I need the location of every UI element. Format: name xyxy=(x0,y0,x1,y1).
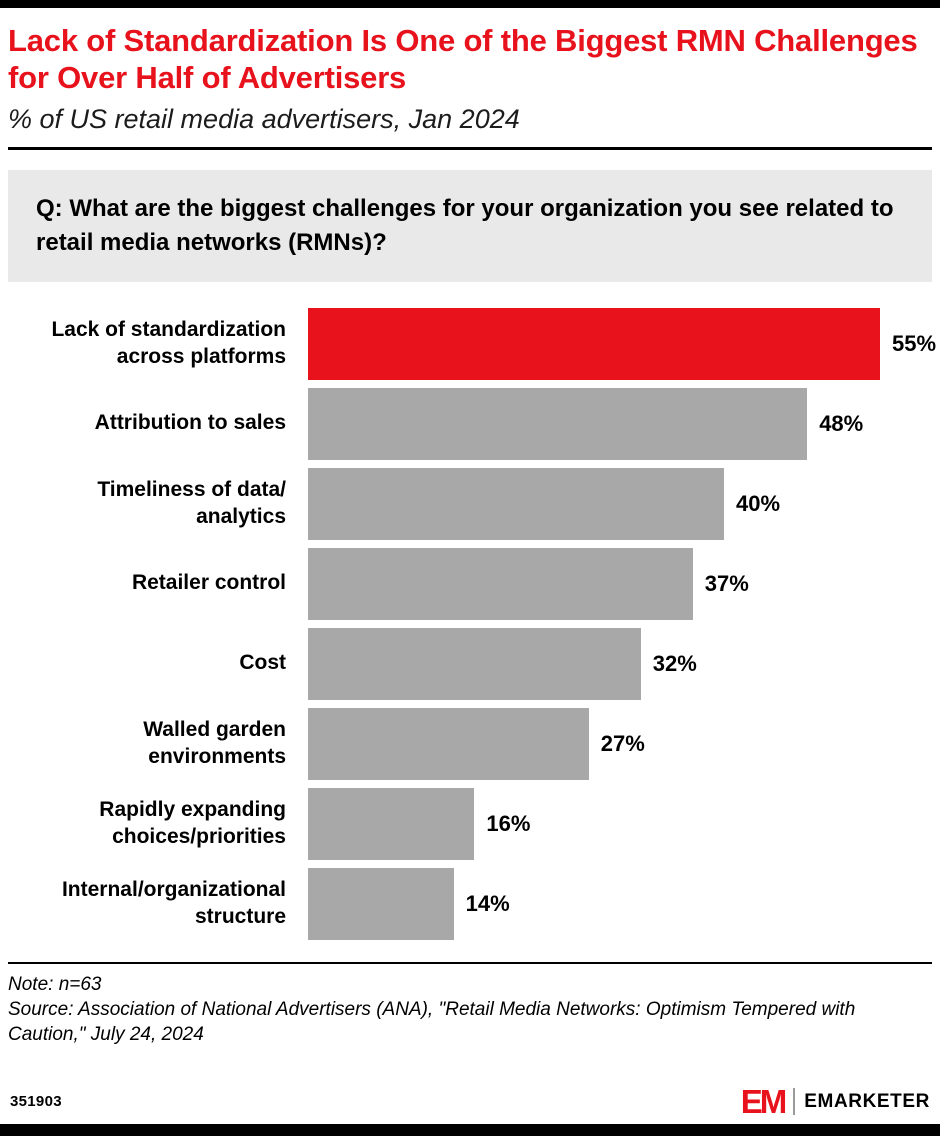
bar-category-label: Timeliness of data/ analytics xyxy=(97,478,286,528)
bar-track: 14% xyxy=(308,867,932,940)
bar xyxy=(308,627,641,700)
header-divider xyxy=(8,147,932,151)
question-box: Q: What are the biggest challenges for y… xyxy=(8,170,932,282)
em-logo-icon: EM xyxy=(740,1083,787,1120)
chart-id: 351903 xyxy=(10,1093,62,1110)
bar-value-label: 55% xyxy=(892,330,937,356)
source-text: Source: Association of National Advertis… xyxy=(8,998,856,1046)
bar-value-label: 16% xyxy=(486,810,531,836)
bar-track: 37% xyxy=(308,547,932,620)
chart-header: Lack of Standardization Is One of the Bi… xyxy=(8,8,932,135)
bar-highlight xyxy=(308,307,880,380)
top-border-bar xyxy=(0,0,940,8)
emarketer-logo: EM EMARKETER xyxy=(741,1085,930,1118)
page-footer: 351903 EM EMARKETER xyxy=(8,1077,932,1124)
chart-page: Lack of Standardization Is One of the Bi… xyxy=(0,8,940,1124)
bar-chart: Lack of standardization across platforms… xyxy=(8,307,936,948)
bar xyxy=(308,867,454,940)
bar-value-label: 27% xyxy=(600,730,645,756)
bar-track: 55% xyxy=(308,307,936,380)
bar-row: Timeliness of data/ analytics 40% xyxy=(8,467,932,540)
footnote-block: Note: n=63 Source: Association of Nation… xyxy=(8,972,932,1048)
bar-value-label: 40% xyxy=(736,490,781,516)
bar xyxy=(308,787,475,860)
bar-row: Internal/organizational structure 14% xyxy=(8,867,932,940)
bar xyxy=(308,547,693,620)
bar-value-label: 37% xyxy=(704,570,749,596)
bar-track: 48% xyxy=(308,387,932,460)
chart-subtitle: % of US retail media advertisers, Jan 20… xyxy=(8,104,520,135)
bar xyxy=(308,467,724,540)
note-text: Note: n=63 xyxy=(8,973,102,995)
bar-category-label: Retailer control xyxy=(131,571,286,595)
bar-category-label: Lack of standardization across platforms xyxy=(51,318,286,368)
bar-row: Attribution to sales 48% xyxy=(8,387,932,460)
footnote-divider xyxy=(8,961,932,964)
bar-value-label: 14% xyxy=(465,890,510,916)
bar-category-label: Internal/organizational structure xyxy=(61,878,286,928)
bar-row: Retailer control 37% xyxy=(8,547,932,620)
bar-row: Rapidly expanding choices/priorities 16% xyxy=(8,787,932,860)
bar-track: 16% xyxy=(308,787,932,860)
bottom-border-bar xyxy=(0,1124,940,1136)
bar-track: 27% xyxy=(308,707,932,780)
brand-name: EMARKETER xyxy=(804,1090,930,1112)
bar-track: 40% xyxy=(308,467,932,540)
bar-row: Walled garden environments 27% xyxy=(8,707,932,780)
question-text: Q: What are the biggest challenges for y… xyxy=(36,195,894,256)
bar-track: 32% xyxy=(308,627,932,700)
bar xyxy=(308,707,589,780)
bar xyxy=(308,387,808,460)
bar-category-label: Attribution to sales xyxy=(94,411,286,435)
chart-title: Lack of Standardization Is One of the Bi… xyxy=(8,23,918,96)
bar-row: Lack of standardization across platforms… xyxy=(8,307,936,380)
bar-category-label: Rapidly expanding choices/priorities xyxy=(99,798,286,848)
logo-divider xyxy=(793,1088,796,1115)
bar-category-label: Cost xyxy=(239,651,286,675)
bar-value-label: 32% xyxy=(652,650,697,676)
bar-category-label: Walled garden environments xyxy=(143,718,286,768)
bar-value-label: 48% xyxy=(819,410,864,436)
bar-row: Cost 32% xyxy=(8,627,932,700)
